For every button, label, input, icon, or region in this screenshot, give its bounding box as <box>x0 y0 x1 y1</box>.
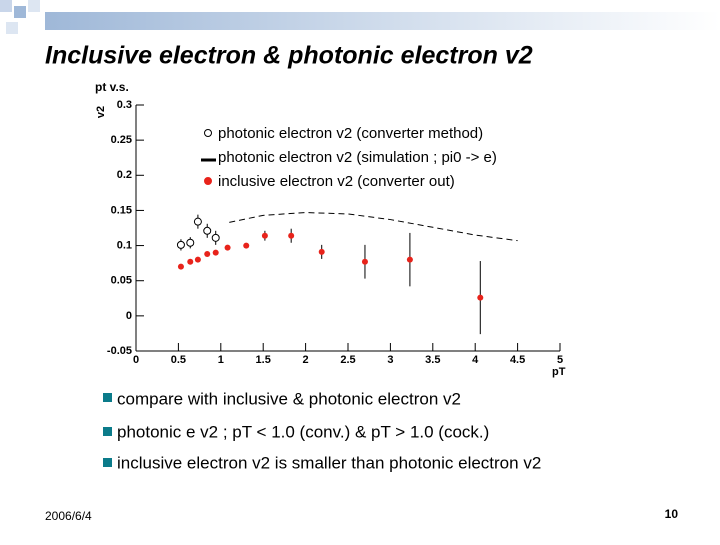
x-tick-label: 1.5 <box>256 354 271 366</box>
decor <box>0 0 12 12</box>
x-tick-label: 2.5 <box>340 354 355 366</box>
y-tick-label: -0.05 <box>107 345 132 357</box>
x-tick-label: 4 <box>472 354 479 366</box>
legend-label: inclusive electron v2 (converter out) <box>218 173 455 190</box>
y-axis-label: v2 <box>95 106 107 118</box>
data-point <box>193 217 202 226</box>
simulation-line <box>229 212 518 242</box>
x-tick-label: 1 <box>218 354 224 366</box>
legend-label: photonic electron v2 (converter method) <box>218 125 483 142</box>
y-tick-label: 0.1 <box>117 239 132 251</box>
y-tick-label: 0.2 <box>117 169 132 181</box>
decor <box>6 22 18 34</box>
data-point <box>177 263 184 270</box>
x-tick-label: 3 <box>387 354 393 366</box>
slide-title: Inclusive electron & photonic electron v… <box>45 42 533 70</box>
data-point <box>361 258 368 265</box>
data-point <box>224 244 231 251</box>
data-point <box>176 240 185 249</box>
bullet-marker <box>103 427 112 436</box>
legend-swatch <box>204 129 212 137</box>
bullet: compare with inclusive & photonic electr… <box>117 389 461 408</box>
legend-swatch <box>204 177 212 185</box>
data-point <box>261 232 268 239</box>
data-point <box>477 294 484 301</box>
data-point <box>204 251 211 258</box>
decor <box>14 6 26 18</box>
x-tick-label: 0.5 <box>171 354 186 366</box>
bullet-marker <box>103 393 112 402</box>
bullet: inclusive electron v2 is smaller than ph… <box>117 453 541 472</box>
data-point <box>187 258 194 265</box>
y-tick-label: 0.25 <box>111 134 132 146</box>
legend-label: photonic electron v2 (simulation ; pi0 -… <box>218 149 497 166</box>
x-tick-label: 4.5 <box>510 354 525 366</box>
decor-bar <box>45 12 720 30</box>
y-tick-label: 0.05 <box>111 275 132 287</box>
data-point <box>186 238 195 247</box>
data-point <box>406 256 413 263</box>
date: 2006/6/4 <box>45 509 92 523</box>
data-point <box>243 242 250 249</box>
y-tick-label: 0 <box>126 310 132 322</box>
bullet: photonic e v2 ; pT < 1.0 (conv.) & pT > … <box>117 422 489 441</box>
x-tick-label: 5 <box>557 354 563 366</box>
x-axis-label: pT <box>552 366 566 378</box>
data-point <box>211 233 220 242</box>
chart-title: pt v.s. <box>95 80 129 94</box>
x-tick-label: 3.5 <box>425 354 440 366</box>
data-point <box>288 232 295 239</box>
x-tick-label: 2 <box>303 354 309 366</box>
y-tick-label: 0.15 <box>111 204 132 216</box>
bullet-marker <box>103 458 112 467</box>
data-point <box>203 226 212 235</box>
data-point <box>194 256 201 263</box>
data-point <box>318 248 325 255</box>
data-point <box>212 249 219 256</box>
y-tick-label: 0.3 <box>117 99 132 111</box>
page-number: 10 <box>665 507 679 521</box>
decor <box>28 0 40 12</box>
x-tick-label: 0 <box>133 354 139 366</box>
